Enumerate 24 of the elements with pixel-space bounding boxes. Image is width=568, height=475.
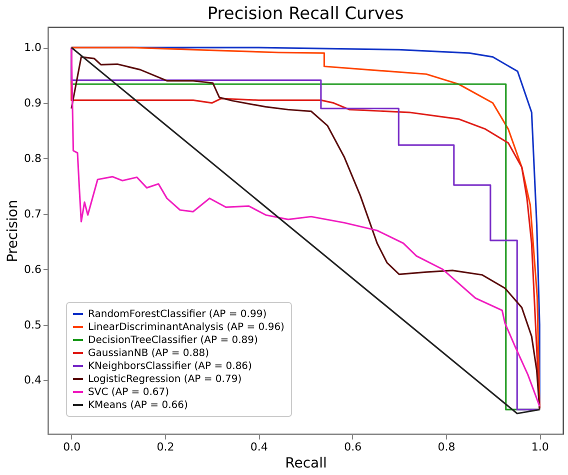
legend-label: GaussianNB (AP = 0.88)	[88, 348, 210, 359]
x-tick-label: 0.4	[250, 440, 268, 454]
x-tick-label: 0.2	[156, 440, 174, 454]
legend-label: KNeighborsClassifier (AP = 0.86)	[88, 361, 252, 372]
y-tick-label: 0.9	[24, 96, 42, 110]
y-tick-label: 0.8	[24, 152, 42, 165]
legend-label: RandomForestClassifier (AP = 0.99)	[88, 309, 267, 320]
legend-label: KMeans (AP = 0.66)	[88, 400, 188, 411]
legend-label: SVC (AP = 0.67)	[88, 387, 170, 398]
y-tick-label: 0.4	[24, 374, 42, 387]
chart-title: Precision Recall Curves	[207, 4, 404, 24]
x-axis-title: Recall	[285, 456, 327, 472]
y-axis-title: Precision	[5, 200, 22, 262]
legend-label: LogisticRegression (AP = 0.79)	[88, 374, 242, 385]
y-tick-label: 0.5	[24, 318, 42, 332]
y-tick-label: 0.6	[24, 262, 42, 276]
x-tick-label: 1.0	[531, 440, 549, 454]
x-tick-label: 0.6	[344, 440, 362, 454]
y-tick-label: 1.0	[24, 41, 42, 54]
legend-label: DecisionTreeClassifier (AP = 0.89)	[88, 335, 258, 346]
y-tick-label: 0.7	[24, 207, 42, 220]
x-tick-label: 0.8	[438, 440, 456, 454]
legend-label: LinearDiscriminantAnalysis (AP = 0.96)	[88, 322, 285, 333]
x-tick-label: 0.0	[63, 440, 81, 454]
